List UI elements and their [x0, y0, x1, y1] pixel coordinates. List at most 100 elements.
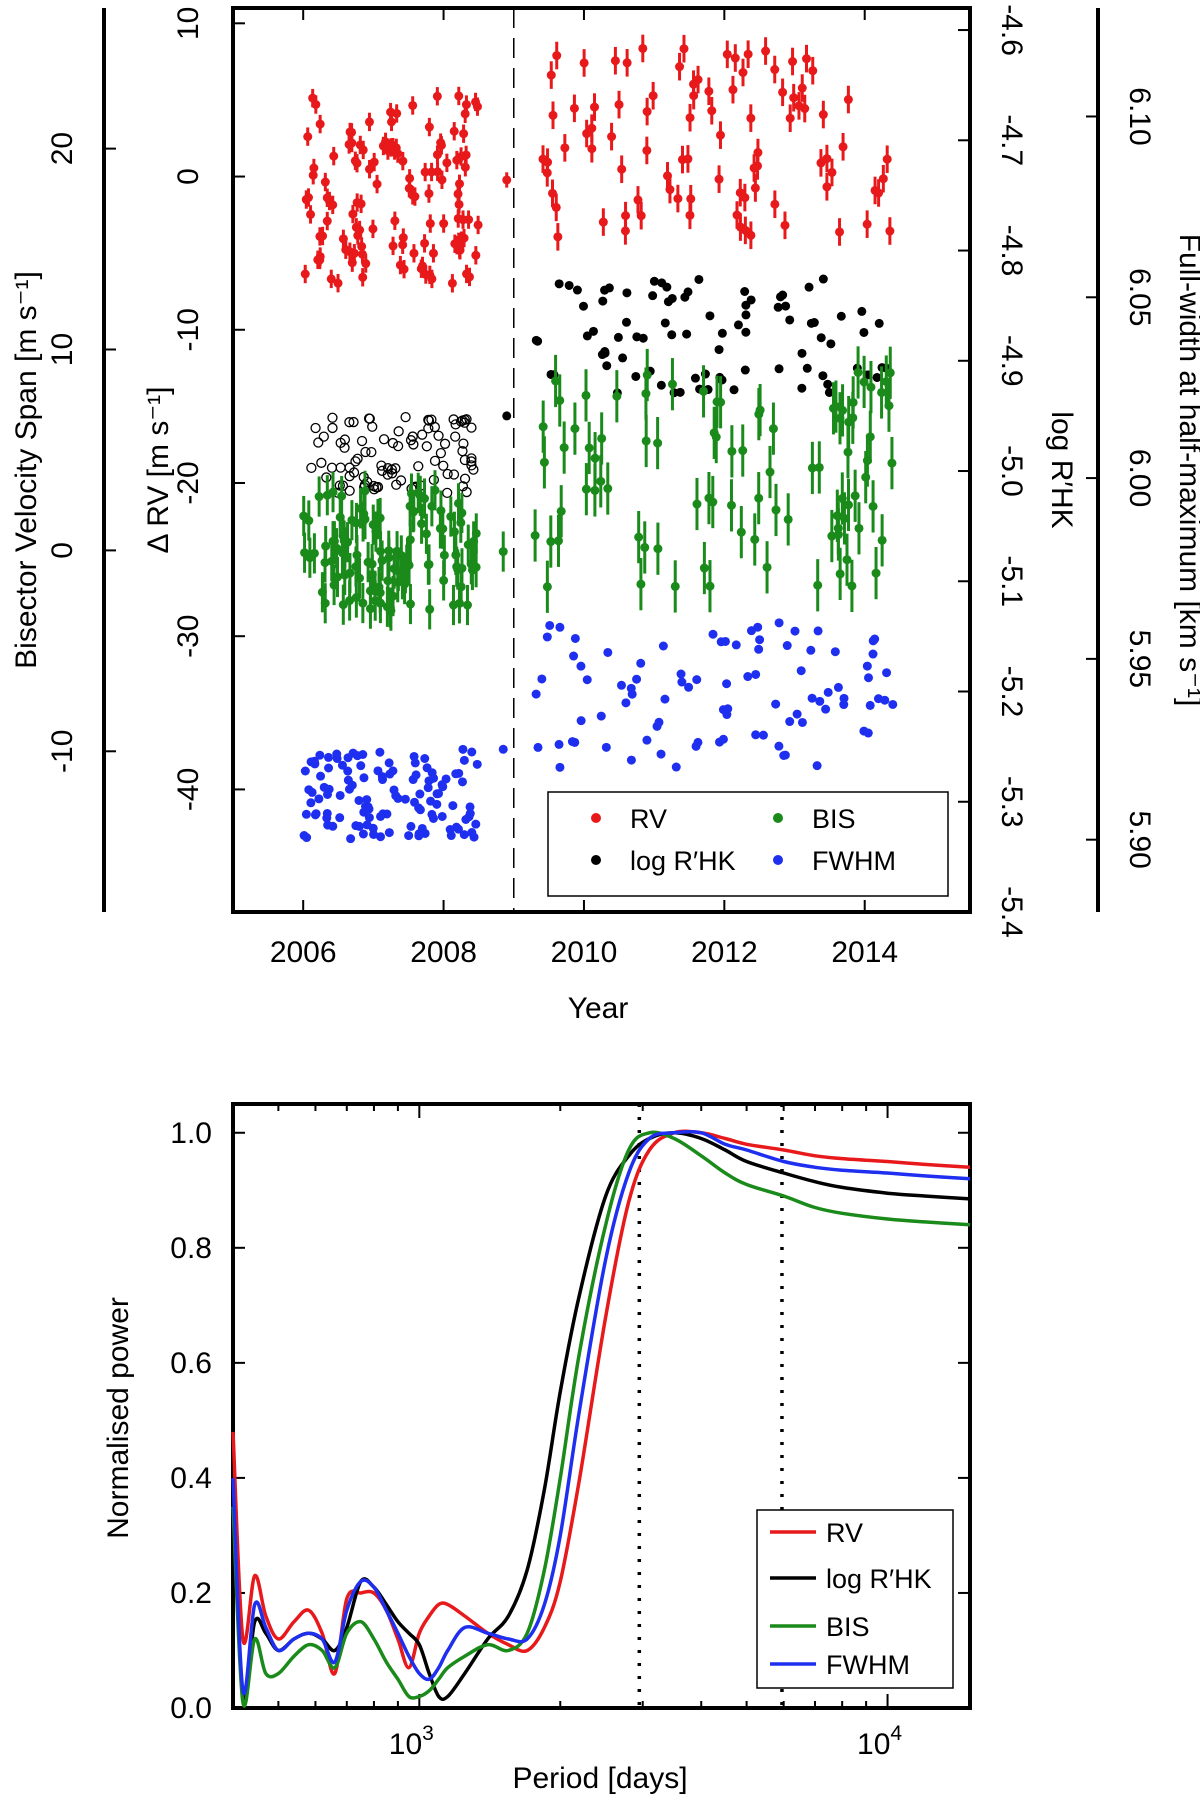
rhk-point [339, 434, 351, 445]
fwhm-point [806, 645, 816, 655]
bis-point [420, 494, 430, 504]
rhk-point [316, 457, 327, 468]
rv-point [797, 83, 807, 93]
rv-point [356, 199, 366, 209]
bis-point [853, 367, 863, 377]
rhk-point [660, 318, 670, 328]
fwhm-tick-label: 6.05 [1123, 268, 1156, 326]
bis-point [762, 562, 772, 572]
fwhm-point [671, 762, 681, 772]
rhk-point [740, 286, 750, 296]
rv-point [818, 110, 828, 120]
rhk-point [313, 437, 324, 448]
rhk-point [823, 379, 833, 389]
fwhm-point [414, 831, 424, 841]
rv-point [638, 43, 648, 53]
rhk-point [826, 339, 836, 349]
rhk-tick-label: -5.4 [995, 886, 1028, 938]
rv-point [424, 122, 434, 132]
rv-point [347, 258, 357, 268]
rhk-point [413, 461, 424, 472]
bis-point [653, 544, 663, 554]
fwhm-point [621, 698, 631, 708]
rv-point [685, 210, 695, 220]
rv-point [393, 149, 403, 159]
rhk-point [682, 329, 692, 339]
rv-tick-label: -20 [172, 461, 205, 504]
rhk-point [459, 454, 471, 466]
fwhm-point [758, 730, 768, 740]
fwhm-point [300, 766, 310, 776]
rhk-point [438, 460, 449, 471]
fwhm-point [314, 794, 324, 804]
bis-point [692, 499, 702, 509]
rhk-point [602, 361, 612, 371]
fwhm-point [569, 651, 579, 661]
fwhm-point [356, 761, 366, 771]
fwhm-point [301, 809, 311, 819]
rhk-point [604, 283, 614, 293]
fwhm-point [437, 811, 447, 821]
rv-point [350, 156, 360, 166]
rv-point [622, 58, 632, 68]
fwhm-point [722, 679, 732, 689]
fwhm-point [642, 735, 652, 745]
bis-point [705, 581, 715, 591]
bis-point [570, 424, 580, 434]
fwhm-point [596, 711, 606, 721]
rv-point [778, 87, 788, 97]
bis-point [345, 568, 355, 578]
fwhm-point [457, 777, 467, 787]
fwhm-point [873, 694, 883, 704]
bis-point [887, 458, 897, 468]
rhk-point [393, 426, 404, 437]
rv-point [315, 119, 325, 129]
bis-point [456, 582, 466, 592]
fwhm-point [384, 758, 394, 768]
period-tick-label: 104 [857, 1722, 902, 1761]
rv-point [827, 167, 837, 177]
rhk-point [874, 318, 884, 328]
bis-point [584, 443, 594, 453]
bis-point [866, 382, 876, 392]
bis-point [338, 600, 348, 610]
bis-point [699, 386, 709, 396]
fwhm-point [441, 774, 451, 784]
rhk-point [352, 453, 363, 464]
rhk-point [458, 438, 469, 449]
bis-point [835, 413, 845, 423]
bis-point [329, 580, 339, 590]
fwhm-point [445, 825, 455, 835]
rhk-point [554, 279, 564, 289]
fwhm-point [467, 747, 477, 757]
fwhm-point [576, 661, 586, 671]
bis-point [885, 368, 895, 378]
rhk-point [774, 364, 784, 374]
fwhm-point [636, 658, 646, 668]
rhk-point [618, 353, 628, 363]
rv-point [355, 225, 365, 235]
rv-point [785, 113, 795, 123]
rv-point [420, 238, 430, 248]
rv-tick-label: -40 [172, 768, 205, 811]
rv-point [617, 164, 627, 174]
bis-point [559, 443, 569, 453]
fwhm-point [471, 819, 481, 829]
rv-point [338, 234, 348, 244]
bis-point [424, 559, 434, 569]
rhk-point [327, 422, 338, 434]
rhk-point [631, 371, 641, 381]
rv-point [460, 109, 470, 119]
rv-point [472, 102, 482, 112]
rv-point [322, 216, 332, 226]
rhk-tick-label: -5.3 [995, 776, 1028, 828]
bis-tick-label: 0 [46, 542, 79, 559]
rv-point [543, 157, 553, 167]
top-legend-marker-rhk [591, 855, 601, 865]
fwhm-point [823, 687, 833, 697]
rhk-point [435, 447, 447, 459]
rv-point [620, 226, 630, 236]
rv-point [358, 272, 368, 282]
bis-point [539, 457, 549, 467]
rhk-point [694, 274, 704, 284]
